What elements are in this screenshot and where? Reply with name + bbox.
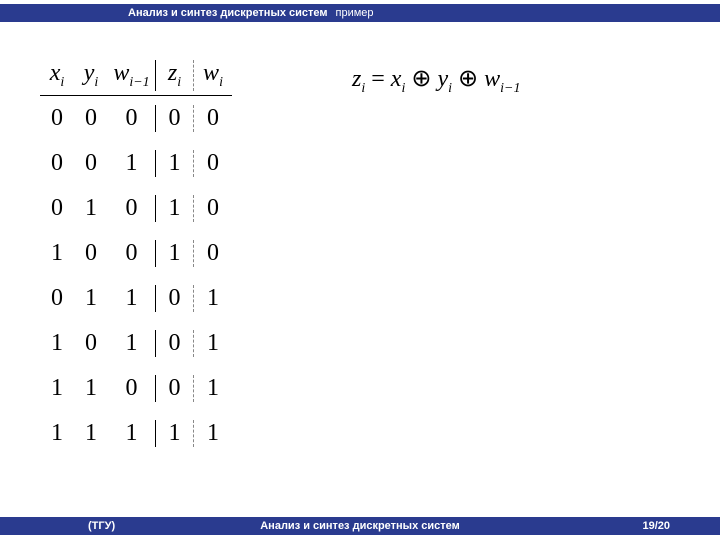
table-cell: 0 — [156, 285, 194, 312]
table-cell: 1 — [40, 375, 74, 402]
col-header-z: zi — [156, 60, 194, 91]
table-cell: 0 — [40, 150, 74, 177]
formula: zi = xi ⊕ yi ⊕ wi−1 — [352, 64, 520, 97]
col-header-w: wi — [194, 60, 232, 91]
footer-center: Анализ и синтез дискретных систем — [0, 520, 720, 532]
footer-right: 19/20 — [642, 520, 670, 532]
content-area: xi yi wi−1 zi wi 00000001100101010010011… — [40, 60, 520, 456]
header-title: Анализ и синтез дискретных систем — [128, 7, 328, 19]
table-row: 00110 — [40, 141, 232, 186]
table-cell: 1 — [74, 195, 108, 222]
table-cell: 1 — [108, 285, 156, 312]
table-row: 11001 — [40, 366, 232, 411]
truth-table: xi yi wi−1 zi wi 00000001100101010010011… — [40, 60, 232, 456]
table-cell: 0 — [40, 285, 74, 312]
table-cell: 0 — [74, 330, 108, 357]
table-cell: 1 — [194, 375, 232, 402]
table-cell: 1 — [74, 375, 108, 402]
table-cell: 1 — [40, 420, 74, 447]
table-cell: 1 — [108, 420, 156, 447]
table-header-row: xi yi wi−1 zi wi — [40, 60, 232, 96]
table-cell: 1 — [40, 330, 74, 357]
table-cell: 0 — [74, 105, 108, 132]
table-cell: 0 — [194, 240, 232, 267]
table-row: 10010 — [40, 231, 232, 276]
table-cell: 0 — [194, 195, 232, 222]
table-row: 11111 — [40, 411, 232, 456]
header-bar: Анализ и синтез дискретных систем пример — [0, 4, 720, 22]
table-cell: 1 — [156, 420, 194, 447]
table-cell: 0 — [40, 105, 74, 132]
table-cell: 1 — [108, 150, 156, 177]
table-cell: 0 — [194, 150, 232, 177]
col-header-y: yi — [74, 60, 108, 91]
table-cell: 1 — [74, 285, 108, 312]
table-cell: 1 — [40, 240, 74, 267]
col-header-w-prev: wi−1 — [108, 60, 156, 91]
table-cell: 0 — [108, 240, 156, 267]
table-cell: 1 — [194, 420, 232, 447]
table-cell: 0 — [40, 195, 74, 222]
table-cell: 0 — [108, 195, 156, 222]
table-cell: 1 — [74, 420, 108, 447]
table-row: 00000 — [40, 96, 232, 141]
table-cell: 1 — [108, 330, 156, 357]
table-row: 01101 — [40, 276, 232, 321]
header-subtitle: пример — [336, 7, 374, 19]
table-cell: 0 — [156, 105, 194, 132]
table-cell: 0 — [194, 105, 232, 132]
footer-bar: (ТГУ) Анализ и синтез дискретных систем … — [0, 517, 720, 535]
table-cell: 0 — [108, 375, 156, 402]
table-cell: 0 — [156, 330, 194, 357]
table-cell: 0 — [156, 375, 194, 402]
table-cell: 1 — [194, 285, 232, 312]
table-cell: 0 — [74, 150, 108, 177]
table-cell: 1 — [156, 150, 194, 177]
table-body: 0000000110010101001001101101011100111111 — [40, 96, 232, 456]
table-cell: 1 — [156, 240, 194, 267]
col-header-x: xi — [40, 60, 74, 91]
table-cell: 1 — [156, 195, 194, 222]
table-cell: 0 — [74, 240, 108, 267]
table-cell: 0 — [108, 105, 156, 132]
table-cell: 1 — [194, 330, 232, 357]
table-row: 01010 — [40, 186, 232, 231]
table-row: 10101 — [40, 321, 232, 366]
